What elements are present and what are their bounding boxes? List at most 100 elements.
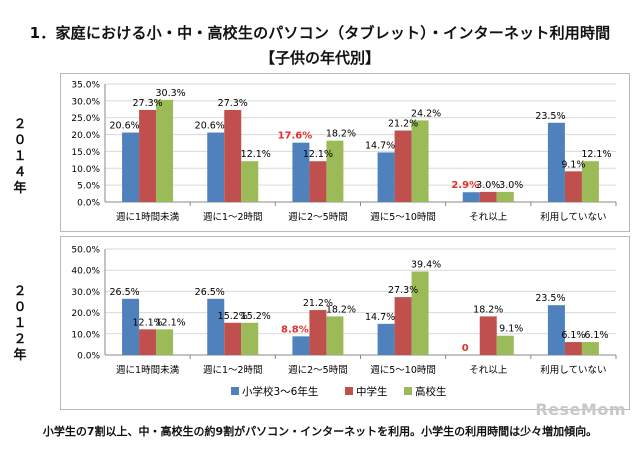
bar-elementary: [292, 336, 310, 355]
data-label: 23.5%: [535, 293, 565, 304]
category-label: 週に1時間未満: [116, 364, 180, 376]
bar-elementary: [122, 132, 140, 202]
y-tick-label: 10.0%: [71, 165, 100, 175]
data-label: 27.3%: [132, 98, 162, 109]
data-label: 17.6%: [278, 131, 313, 142]
y-tick-label: 40.0%: [71, 267, 100, 277]
data-label: 18.2%: [326, 304, 356, 315]
bar-junior: [309, 310, 327, 355]
data-label: 21.2%: [388, 119, 418, 130]
data-label: 9.1%: [499, 324, 523, 335]
y-tick-label: 35.0%: [71, 81, 100, 91]
legend-label: 高校生: [415, 385, 447, 398]
data-label: 18.2%: [326, 129, 356, 140]
data-label: 14.7%: [365, 312, 395, 323]
category-label: 週に1時間未満: [116, 211, 180, 223]
data-label: 9.1%: [561, 159, 585, 170]
data-label: 26.5%: [109, 287, 139, 298]
data-label: 26.5%: [195, 287, 225, 298]
chart-2012: 0.0% 10.0% 20.0% 30.0% 40.0% 50.0% 26.5% 12.1% 1…: [60, 236, 630, 410]
bar-elementary: [122, 298, 140, 355]
y-tick-label: 5.0%: [77, 182, 100, 192]
category-label: 週に5～10時間: [370, 211, 436, 223]
y-tick-label: 25.0%: [71, 114, 100, 124]
bar-senior: [326, 316, 344, 355]
bar-senior: [411, 120, 429, 202]
bar-senior: [411, 271, 429, 355]
bar-junior: [394, 297, 412, 355]
y-tick-label: 30.0%: [71, 97, 100, 107]
data-label: 12.1%: [581, 149, 611, 160]
legend-swatch: [231, 387, 239, 395]
bar-junior: [564, 342, 582, 355]
data-label: 18.2%: [473, 304, 503, 315]
bar-junior: [224, 322, 242, 355]
legend-label: 小学校3～6年生: [242, 385, 318, 398]
bar-elementary: [462, 192, 480, 202]
bar-junior: [139, 329, 157, 355]
data-label: 30.3%: [155, 88, 185, 99]
bar-senior: [156, 99, 174, 202]
data-label: 3.0%: [476, 180, 500, 191]
data-label: 20.6%: [109, 121, 139, 132]
data-label: 12.1%: [155, 317, 185, 328]
bar-senior: [326, 140, 344, 202]
bar-senior: [156, 329, 174, 355]
bar-elementary: [292, 142, 310, 202]
category-label: 利用していない: [540, 364, 606, 376]
page-subtitle: 【子供の年代別】: [259, 49, 380, 67]
y-tick-label: 10.0%: [71, 330, 100, 340]
chart-2014-svg: 0.0% 5.0% 10.0% 15.0% 20.0% 25.0% 30.0% 35.0% 20…: [71, 81, 617, 223]
data-label: 15.2%: [218, 311, 248, 322]
bar-senior: [581, 342, 599, 355]
bar-junior: [394, 130, 412, 202]
y-tick-label: 20.0%: [71, 309, 100, 319]
data-label: 27.3%: [388, 285, 418, 296]
y-tick-label: 20.0%: [71, 131, 100, 141]
data-label: 12.1%: [303, 149, 333, 160]
data-label: 21.2%: [303, 298, 333, 309]
data-label: 12.1%: [241, 149, 271, 160]
bar-elementary: [377, 323, 395, 355]
data-label: 14.7%: [365, 140, 395, 151]
bar-senior: [496, 335, 514, 355]
bar-elementary: [207, 298, 225, 355]
watermark-logo: ReseMom: [535, 400, 626, 419]
data-label: 0: [462, 343, 469, 354]
data-label: 23.5%: [535, 111, 565, 122]
chart-2014: 0.0% 5.0% 10.0% 15.0% 20.0% 25.0% 30.0% 35.0% 20…: [60, 73, 630, 232]
category-label: 利用していない: [540, 211, 606, 223]
category-label: 週に2～5時間: [288, 364, 348, 376]
bar-elementary: [377, 152, 395, 202]
bar-junior: [139, 109, 157, 202]
bar-elementary: [547, 305, 565, 355]
footer-note: 小学生の7割以上、中・高校生の約9割がパソコン・インターネットを利用。小学生の利…: [42, 425, 598, 438]
category-label: それ以上: [469, 212, 508, 223]
data-label: 24.2%: [411, 108, 441, 119]
bar-senior: [241, 322, 259, 355]
bar-elementary: [547, 122, 565, 202]
data-label: 8.8%: [281, 324, 309, 335]
data-label: 39.4%: [411, 259, 441, 270]
y-tick-label: 0.0%: [77, 352, 100, 362]
category-label: それ以上: [469, 365, 508, 376]
bar-junior: [479, 316, 497, 355]
bar-junior: [309, 161, 327, 202]
bar-senior: [581, 161, 599, 202]
legend-swatch: [345, 387, 353, 395]
data-label: 15.2%: [241, 311, 271, 322]
category-label: 週に2～5時間: [288, 211, 348, 223]
category-label: 週に5～10時間: [370, 364, 436, 376]
y-tick-label: 50.0%: [71, 246, 100, 256]
data-label: 27.3%: [218, 98, 248, 109]
bar-senior: [496, 191, 514, 202]
bar-senior: [241, 161, 259, 202]
y-tick-label: 30.0%: [71, 288, 100, 298]
y-tick-label: 0.0%: [77, 199, 100, 209]
chart-2012-svg: 0.0% 10.0% 20.0% 30.0% 40.0% 50.0% 26.5% 12.1% 1…: [71, 246, 617, 398]
bar-junior: [564, 171, 582, 202]
bar-junior: [479, 191, 497, 202]
bar-junior: [224, 109, 242, 202]
